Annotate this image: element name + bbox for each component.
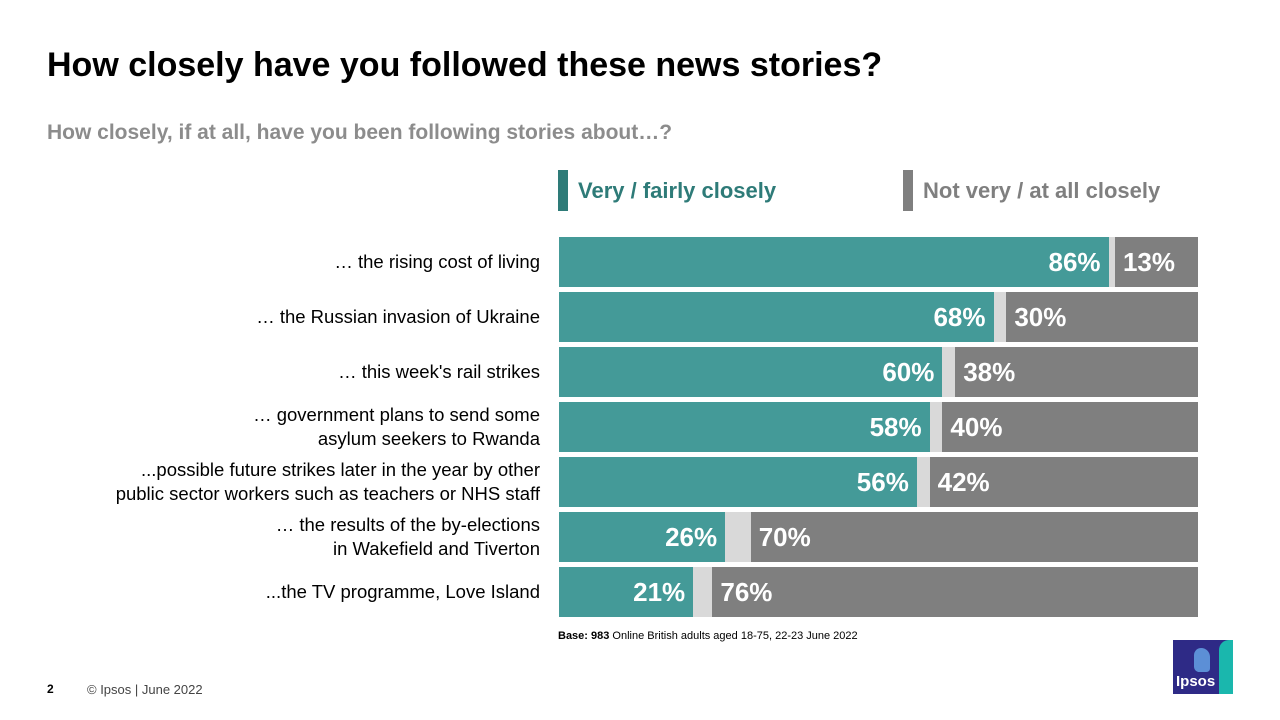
ipsos-logo: Ipsos: [1173, 640, 1233, 694]
page-subtitle: How closely, if at all, have you been fo…: [47, 121, 673, 144]
value-label-not-close: 13%: [1122, 247, 1175, 277]
value-label-close: 56%: [856, 467, 909, 497]
bar-track: 26% 70%: [559, 512, 1198, 562]
bar-track: 68% 30%: [559, 292, 1198, 342]
category-label: … the Russian invasion of Ukraine: [256, 306, 540, 327]
legend-label-close: Very / fairly closely: [578, 177, 777, 203]
category-label: … the rising cost of living: [334, 251, 540, 272]
legend-item-not-close: Not very / at all closely: [903, 170, 1160, 211]
chart-row: ...the TV programme, Love Island 21% 76%: [0, 567, 1280, 617]
category-label: … this week's rail strikes: [338, 361, 540, 382]
value-label-not-close: 70%: [758, 522, 811, 552]
value-label-close: 58%: [869, 412, 922, 442]
bar-track: 60% 38%: [559, 347, 1198, 397]
value-label-not-close: 42%: [937, 467, 990, 497]
bar-close: 21%: [559, 567, 694, 617]
chart-row: … the results of the by-elections in Wak…: [0, 512, 1280, 562]
category-label: … the results of the by-elections in Wak…: [275, 514, 540, 559]
bar-close: 86%: [559, 237, 1109, 287]
category-label: ...the TV programme, Love Island: [265, 581, 540, 602]
chart-row: … the Russian invasion of Ukraine 68% 30%: [0, 292, 1280, 342]
bar-close: 58%: [559, 402, 930, 452]
page-title: How closely have you followed these news…: [47, 46, 883, 84]
bar-not-close: 40%: [942, 402, 1198, 452]
bar-not-close: 42%: [929, 457, 1198, 507]
value-label-close: 86%: [1048, 247, 1101, 277]
logo-stripe: [1219, 640, 1233, 694]
value-label-close: 26%: [665, 522, 718, 552]
chart-row: … the rising cost of living 86% 13%: [0, 237, 1280, 287]
base-label: Base: 983: [558, 630, 610, 642]
legend-item-close: Very / fairly closely: [558, 170, 776, 211]
value-label-close: 60%: [882, 357, 935, 387]
bar-track: 56% 42%: [559, 457, 1198, 507]
value-label-close: 68%: [933, 302, 986, 332]
value-label-not-close: 76%: [720, 577, 773, 607]
base-text: Online British adults aged 18-75, 22-23 …: [609, 630, 858, 642]
bar-close: 26%: [559, 512, 726, 562]
category-label: ...possible future strikes later in the …: [115, 459, 540, 504]
category-label: … government plans to send some asylum s…: [253, 404, 540, 449]
logo-text: Ipsos: [1176, 673, 1216, 690]
value-label-not-close: 38%: [963, 357, 1016, 387]
chart-row: … this week's rail strikes 60% 38%: [0, 347, 1280, 397]
value-label-close: 21%: [633, 577, 686, 607]
chart-row: ...possible future strikes later in the …: [0, 457, 1280, 507]
bar-not-close: 38%: [955, 347, 1198, 397]
page-number: 2: [47, 682, 54, 696]
bar-not-close: 76%: [712, 567, 1198, 617]
bar-track: 86% 13%: [559, 237, 1198, 287]
bar-close: 68%: [559, 292, 994, 342]
legend-swatch-close: [558, 170, 568, 211]
bar-track: 58% 40%: [559, 402, 1198, 452]
bar-close: 56%: [559, 457, 917, 507]
bar-not-close: 70%: [750, 512, 1198, 562]
value-label-not-close: 40%: [950, 412, 1003, 442]
bar-close: 60%: [559, 347, 943, 397]
bar-track: 21% 76%: [559, 567, 1198, 617]
bar-not-close: 30%: [1006, 292, 1198, 342]
copyright: © Ipsos | June 2022: [87, 682, 203, 697]
bar-not-close: 13%: [1114, 237, 1198, 287]
legend-label-not-close: Not very / at all closely: [923, 177, 1161, 203]
value-label-not-close: 30%: [1014, 302, 1067, 332]
legend-swatch-not-close: [903, 170, 913, 211]
logo-head-icon: [1194, 648, 1210, 672]
chart-row: … government plans to send some asylum s…: [0, 402, 1280, 452]
base-note: Base: 983 Online British adults aged 18-…: [558, 630, 858, 642]
